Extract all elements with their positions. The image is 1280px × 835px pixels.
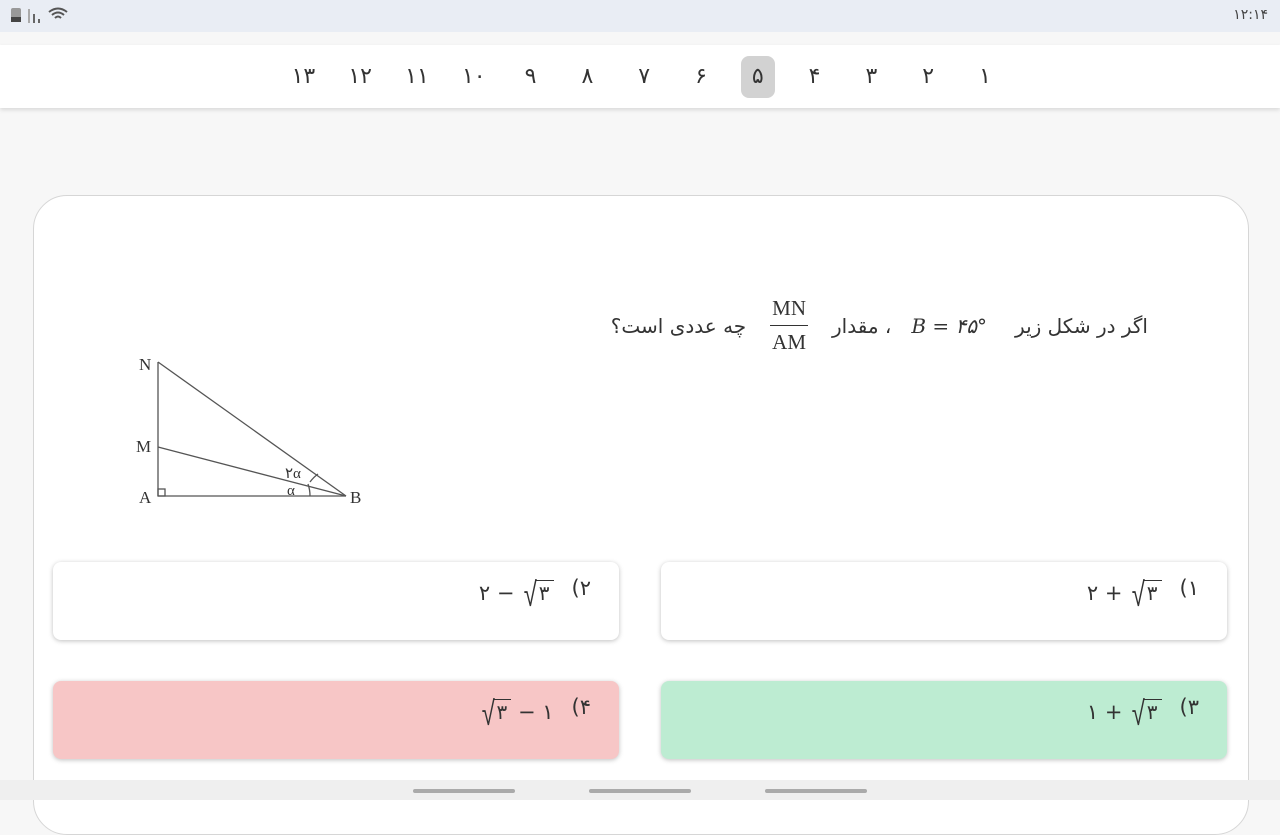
option-label: (۲ [571,576,591,600]
option-expression: ۲ − √ ۳ [479,578,554,612]
right-angle-mark [157,488,166,497]
option-expression: ۱ + √ ۳ [1087,697,1162,731]
label-A: A [139,488,152,507]
label-alpha: α [287,483,295,499]
sqrt-expression: √ ۳ [479,694,512,734]
label-N: N [139,355,151,374]
expression-pre: ۲ − [478,581,522,605]
option-label: (۱ [1179,576,1199,600]
option-expression: √ ۳ − ۱ [479,697,554,731]
nav-question-10[interactable]: ۱۰ [461,64,486,89]
radicand: ۳ [534,580,554,605]
expression-pre: ۱ + [1086,700,1130,724]
nav-question-13[interactable]: ۱۳ [291,64,316,89]
nav-handle[interactable] [413,789,515,793]
nav-handle[interactable] [589,789,691,793]
question-text-before: اگر در شکل زیر [1015,313,1148,338]
option-content: ۲ − √ ۳ (۲ [479,576,591,612]
nav-question-12[interactable]: ۱۲ [348,64,372,89]
fraction-denominator: AM [772,330,807,354]
angle-arc-2alpha [309,473,319,483]
nav-question-2[interactable]: ۲ [922,64,935,89]
nav-question-1[interactable]: ۱ [979,64,991,89]
sqrt-expression: √ ۳ [1129,694,1162,734]
bottom-bar [0,780,1280,800]
option-content: ۲ + √ ۳ (۱ [1087,576,1199,612]
option-content: √ ۳ − ۱ (۴ [479,695,591,731]
radicand: ۳ [492,699,512,724]
wifi-icon [48,7,68,19]
status-bar: ۱۲:۱۴ [0,0,1280,32]
option-1[interactable]: ۲ + √ ۳ (۱ [661,562,1227,640]
question-text-after: چه عددی است؟ [610,313,747,338]
clock: ۱۲:۱۴ [1233,7,1268,23]
side-NB [157,361,347,497]
segment-MB [157,446,347,497]
nav-question-6[interactable]: ۶ [695,64,707,89]
fraction-numerator: MN [770,296,809,326]
fraction: MN AM [770,296,809,355]
battery-icon [11,8,21,22]
nav-question-4[interactable]: ۴ [808,64,821,89]
angle-expression: B = ۴۵° [911,313,988,338]
label-B: B [350,488,361,507]
option-label: (۳ [1179,695,1199,719]
angle-arc-alpha [307,483,311,497]
question-text-mid: ، مقدار [832,313,892,338]
radicand: ۳ [1142,699,1162,724]
sqrt-expression: √ ۳ [521,575,554,615]
option-content: ۱ + √ ۳ (۳ [1087,695,1199,731]
question-text: اگر در شکل زیر B = ۴۵° ، مقدار MN AM چه … [611,296,1148,355]
expression-pre: ۲ + [1086,581,1130,605]
nav-question-9[interactable]: ۹ [524,64,537,89]
expression-post: − ۱ [511,700,554,724]
signal-icon [28,9,40,23]
option-3[interactable]: ۱ + √ ۳ (۳ [661,681,1227,759]
radical-sign: √ [481,694,495,734]
option-label: (۴ [571,695,591,719]
nav-question-5[interactable]: ۵ [740,56,775,98]
question-nav: ۱ ۲ ۳ ۴ ۵ ۶ ۷ ۸ ۹ ۱۰ ۱۱ ۱۲ ۱۳ [0,45,1280,108]
nav-question-8[interactable]: ۸ [581,64,594,89]
option-2[interactable]: ۲ − √ ۳ (۲ [53,562,619,640]
option-expression: ۲ + √ ۳ [1087,578,1162,612]
radicand: ۳ [1142,580,1162,605]
label-2alpha: ۲α [285,466,301,482]
sqrt-expression: √ ۳ [1129,575,1162,615]
radical-sign: √ [1131,575,1145,615]
nav-question-3[interactable]: ۳ [865,64,878,89]
radical-sign: √ [1131,694,1145,734]
nav-question-7[interactable]: ۷ [638,64,651,89]
label-M: M [136,437,151,456]
option-4[interactable]: √ ۳ − ۱ (۴ [53,681,619,759]
nav-handle[interactable] [765,789,867,793]
triangle-figure: N M A B α ۲α [136,355,361,507]
nav-question-11[interactable]: ۱۱ [405,64,429,89]
radical-sign: √ [523,575,537,615]
